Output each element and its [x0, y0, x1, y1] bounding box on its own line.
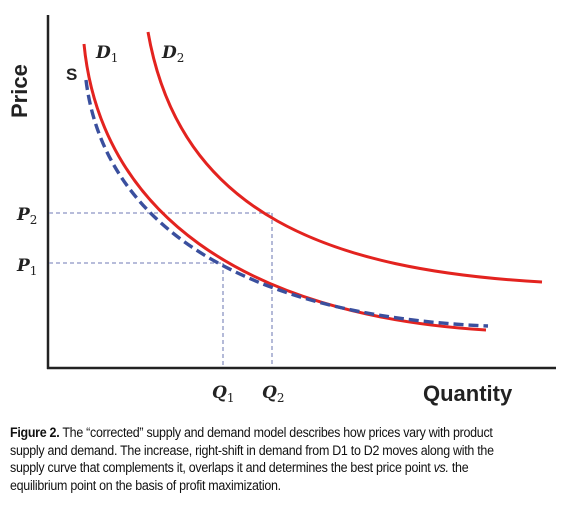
- supply-label: S: [66, 65, 77, 84]
- caption-text: The “corrected” supply and demand model …: [10, 425, 494, 475]
- demand-label-d2: D2: [161, 43, 184, 65]
- x-axis-title: Quantity: [423, 381, 513, 406]
- caption-vs: vs.: [433, 460, 449, 475]
- y-axis-title: Price: [7, 64, 32, 118]
- caption-label: Figure 2.: [10, 425, 60, 440]
- caption-text-end: the equilibrium point on the basis of pr…: [10, 460, 469, 493]
- price-label-p1: P1: [16, 256, 37, 278]
- quantity-label-q1: Q1: [212, 383, 234, 405]
- demand-curve-d2: [146, 31, 543, 284]
- demand-curve-d1: [82, 43, 487, 332]
- figure-caption: Figure 2. The “corrected” supply and dem…: [10, 424, 523, 494]
- demand-label-d1: D1: [95, 43, 118, 65]
- price-label-p2: P2: [16, 205, 37, 227]
- supply-demand-diagram: S D1 D2 P2 P1 Q1 Q2 Price Quantity: [7, 15, 556, 406]
- quantity-label-q2: Q2: [262, 383, 284, 405]
- supply-curve: [84, 79, 489, 328]
